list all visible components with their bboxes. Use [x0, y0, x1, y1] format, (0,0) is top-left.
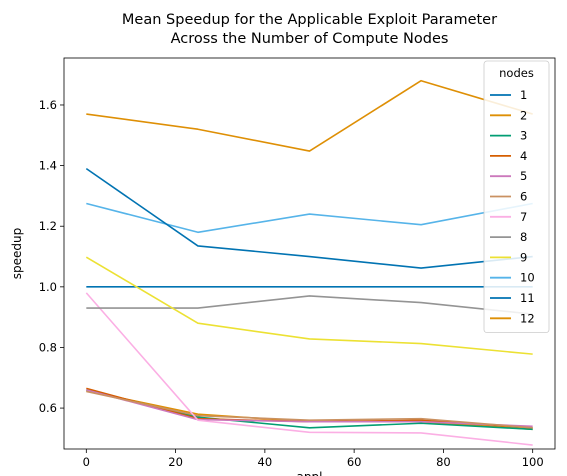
x-axis-ticks: 0 20 40 60 80 100 [83, 449, 544, 469]
series-line-10 [86, 202, 533, 234]
series-lines [85, 79, 533, 446]
y-axis-ticks: 0.6 0.8 1.0 1.2 1.4 1.6 [39, 98, 64, 415]
series-line-12 [86, 79, 533, 152]
legend-label-11: 11 [520, 291, 535, 305]
legend-label-2: 2 [520, 108, 527, 122]
x-tick-label: 60 [347, 455, 362, 469]
y-tick-label: 0.6 [39, 401, 57, 415]
legend-label-9: 9 [520, 250, 527, 264]
legend-label-12: 12 [520, 311, 535, 325]
legend-label-1: 1 [520, 88, 527, 102]
y-tick-label: 1.2 [39, 219, 57, 233]
series-line-11 [85, 167, 533, 269]
legend-frame [483, 60, 550, 334]
y-tick-label: 1.0 [39, 280, 57, 294]
x-axis-label: appl [297, 470, 323, 476]
legend-title: nodes [499, 66, 534, 80]
x-tick-label: 100 [522, 455, 544, 469]
y-tick-label: 1.4 [39, 159, 57, 173]
legend-label-6: 6 [520, 190, 527, 204]
plot-area-frame [63, 57, 556, 450]
x-tick-label: 0 [83, 455, 90, 469]
y-axis-label: speedup [10, 228, 24, 279]
x-tick-label: 80 [436, 455, 451, 469]
chart-title-line: Mean Speedup for the Applicable Exploit … [122, 12, 497, 28]
legend-label-10: 10 [520, 271, 535, 285]
legend-label-7: 7 [520, 210, 527, 224]
chart-title: Mean Speedup for the Applicable Exploit … [122, 12, 497, 47]
chart-title-line: Across the Number of Compute Nodes [171, 31, 449, 47]
series-line-6 [86, 390, 533, 429]
series-line-5 [86, 389, 533, 428]
legend-label-3: 3 [520, 129, 527, 143]
y-tick-label: 1.6 [39, 98, 57, 112]
legend-label-8: 8 [520, 230, 527, 244]
series-line-8 [86, 295, 533, 315]
series-line-9 [85, 256, 533, 355]
x-tick-label: 20 [168, 455, 183, 469]
x-tick-label: 40 [258, 455, 273, 469]
series-line-7 [85, 292, 533, 446]
y-tick-label: 0.8 [39, 340, 57, 354]
legend-label-4: 4 [520, 149, 527, 163]
legend-label-5: 5 [520, 169, 527, 183]
